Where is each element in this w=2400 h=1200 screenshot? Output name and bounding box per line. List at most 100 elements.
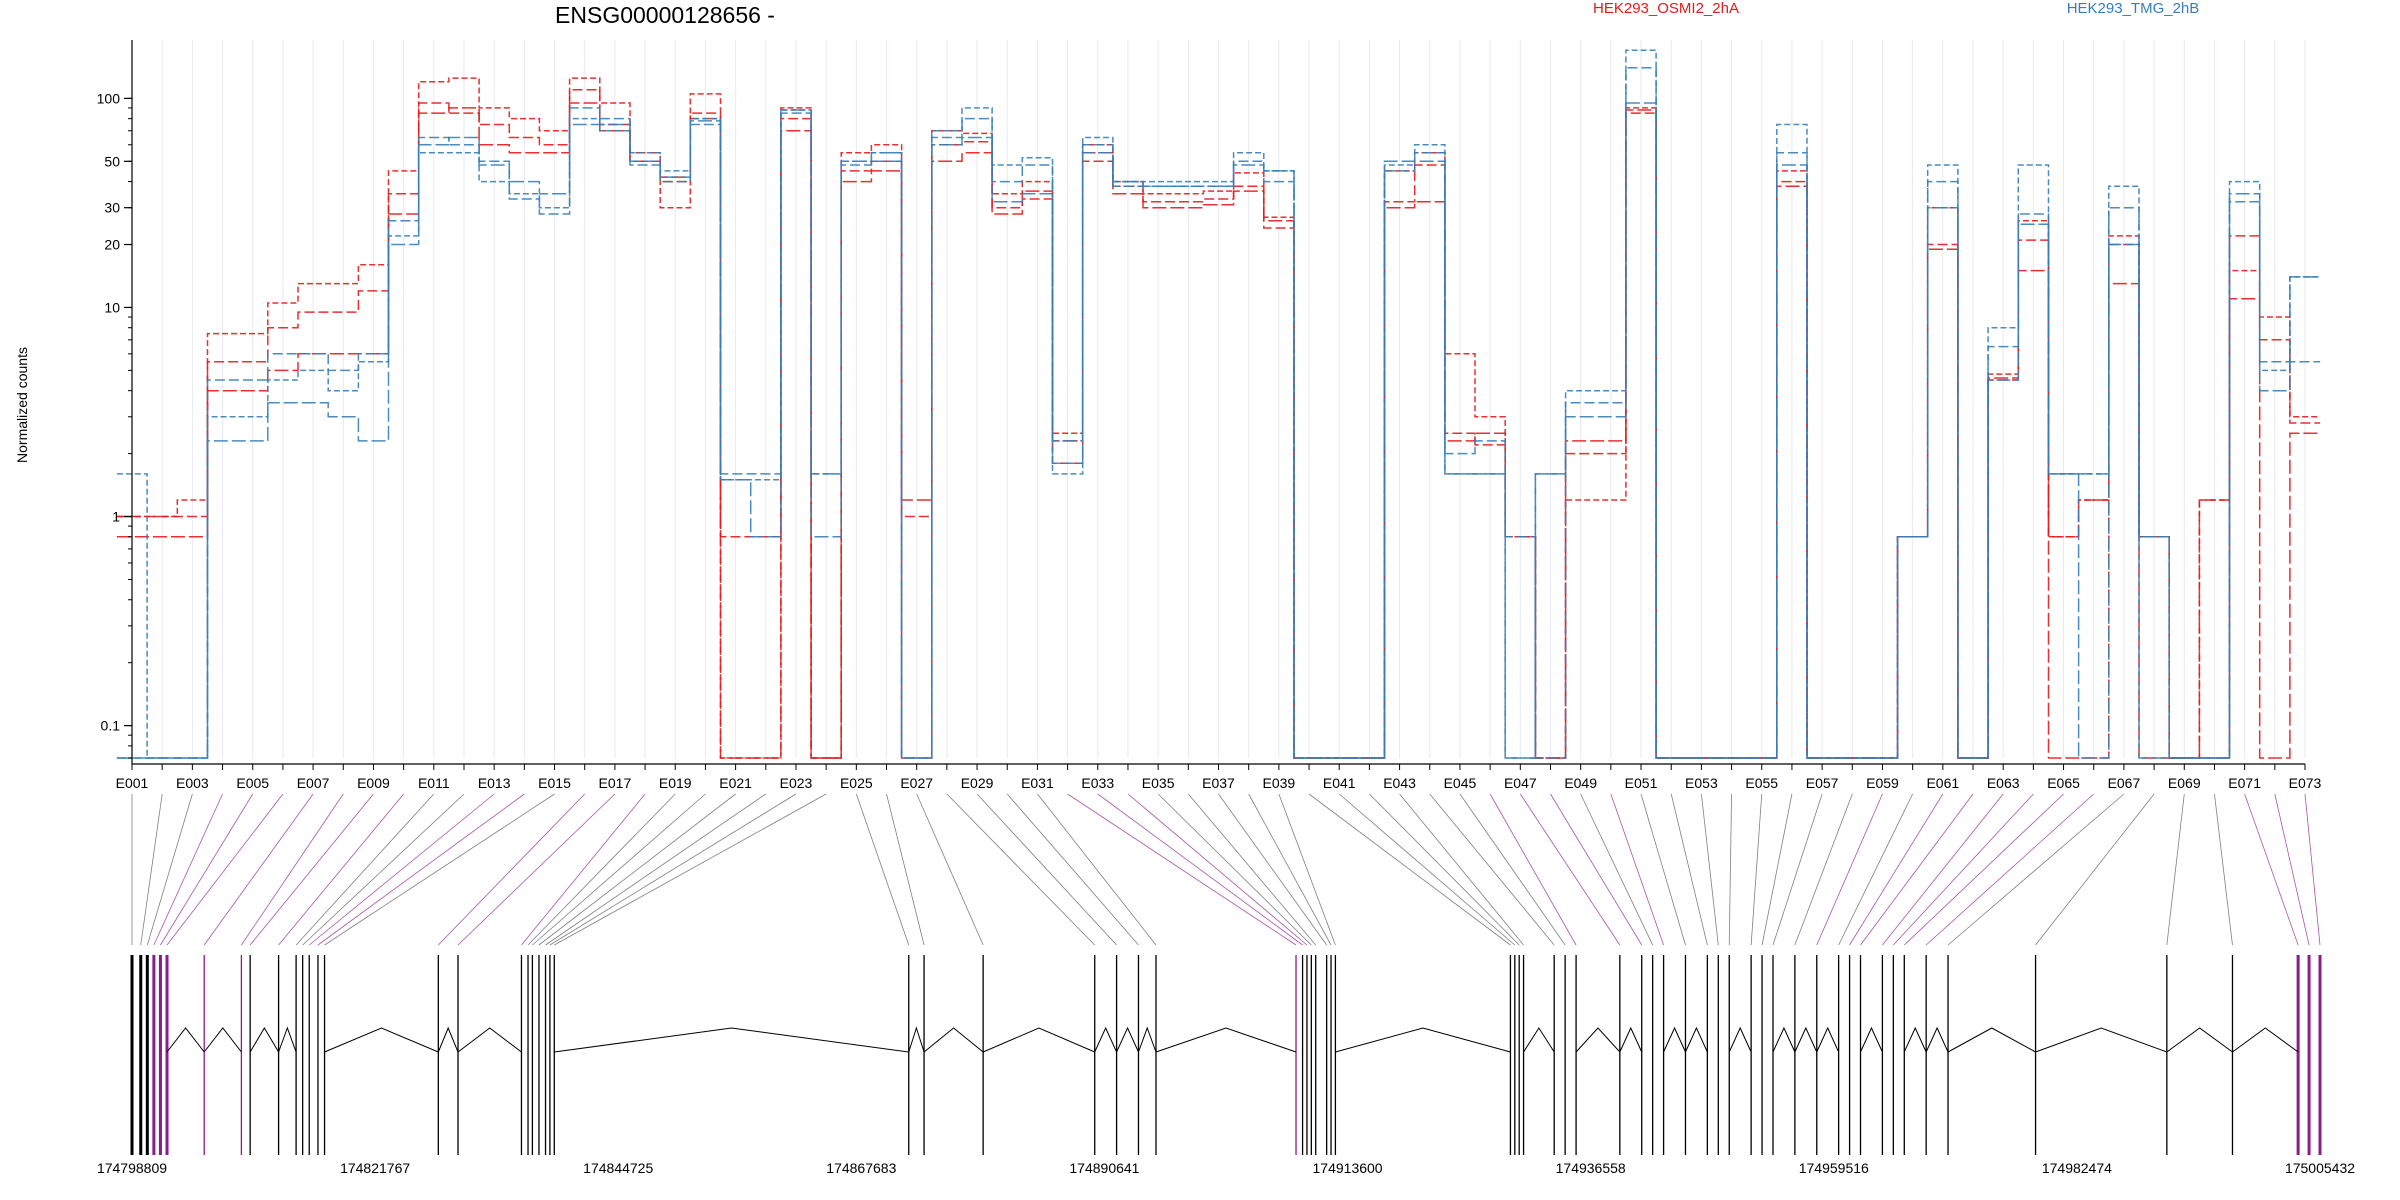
genomic-coordinate-label: 174867683 — [826, 1160, 896, 1176]
intron-link — [1685, 1026, 1708, 1053]
x-tick-label: E065 — [2047, 775, 2080, 791]
series-lines — [116, 49, 2321, 759]
x-tick-label: E041 — [1323, 775, 1356, 791]
intron-link — [1619, 1026, 1643, 1053]
x-tick-label: E039 — [1263, 775, 1296, 791]
exon-connector — [140, 793, 163, 946]
genomic-coordinate-label: 174844725 — [583, 1160, 653, 1176]
intron-link — [1575, 1027, 1621, 1053]
x-tick-label: E003 — [176, 775, 209, 791]
exon-connector — [1860, 793, 1974, 946]
intron-link — [1772, 1026, 1796, 1053]
exon-connector — [1925, 793, 2095, 946]
intron-link — [1335, 1027, 1511, 1053]
axes: 0.1 1 10 20 30 50 100 E001 E003 E005 E007 E009 E011 E… — [97, 40, 2322, 791]
exon-connector — [1157, 793, 1312, 946]
exon-connector — [2035, 793, 2155, 946]
genomic-coordinate-label: 174890641 — [1069, 1160, 1139, 1176]
intron-link — [1860, 1026, 1883, 1053]
y-tick-label: 10 — [104, 299, 120, 315]
x-tick-label: E001 — [116, 775, 149, 791]
exon-connector — [1838, 793, 1914, 946]
x-tick-label: E033 — [1081, 775, 1114, 791]
x-tick-label: E035 — [1142, 775, 1175, 791]
exon-connector — [1519, 793, 1621, 946]
exon-connector — [1794, 793, 1853, 946]
exon-connector — [886, 793, 925, 946]
exon-connector — [457, 793, 616, 946]
x-tick-label: E025 — [840, 775, 873, 791]
exon-connector — [302, 793, 465, 946]
exon-connector — [1761, 793, 1793, 946]
exon-connector — [1006, 793, 1139, 946]
genomic-coordinate-label: 175005432 — [2285, 1160, 2355, 1176]
legend-entry-tmg: HEK293_TMG_2hB — [2067, 0, 2200, 17]
exon-connector — [249, 793, 374, 946]
intron-link — [1947, 1027, 2036, 1053]
exon-connector — [855, 793, 910, 946]
exon-connector — [1399, 793, 1524, 946]
genomic-coordinate-label: 174798809 — [97, 1160, 167, 1176]
intron-link — [203, 1027, 242, 1053]
exon-connector — [1772, 793, 1823, 946]
x-tick-label: E031 — [1021, 775, 1054, 791]
x-tick-label: E045 — [1444, 775, 1477, 791]
intron-link — [166, 1027, 205, 1053]
intron-link — [1903, 1026, 1927, 1053]
exon-connector — [1369, 793, 1520, 946]
x-tick-label: E055 — [1745, 775, 1778, 791]
x-tick-label: E069 — [2168, 775, 2201, 791]
x-tick-label: E059 — [1866, 775, 1899, 791]
exon-connector — [203, 793, 314, 946]
intron-link — [1728, 1026, 1752, 1053]
intron-link — [1523, 1027, 1555, 1053]
exon-connector — [1489, 793, 1577, 946]
y-tick-label: 20 — [104, 237, 120, 253]
transcript-area — [132, 955, 2320, 1155]
x-tick-label: E057 — [1806, 775, 1839, 791]
exon-connector — [166, 793, 284, 946]
exon-connector — [1218, 793, 1327, 946]
exon-connector — [1580, 793, 1654, 946]
exon-connector — [324, 793, 555, 946]
exon-connector — [538, 793, 736, 946]
x-tick-label: E071 — [2228, 775, 2261, 791]
exon-connector — [1700, 793, 1719, 946]
exon-connector — [1610, 793, 1664, 946]
exon-connector — [545, 793, 767, 946]
x-tick-label: E029 — [961, 775, 994, 791]
exon-connector — [1640, 793, 1686, 946]
exon-connector — [1816, 793, 1883, 946]
exon-connector — [241, 793, 344, 946]
exon-connector — [1278, 793, 1336, 946]
x-tick-label: E005 — [236, 775, 269, 791]
x-tick-label: E027 — [900, 775, 933, 791]
legend-entry-osmi: HEK293_OSMI2_2hA — [1593, 0, 1739, 17]
exon-connector — [1127, 793, 1308, 946]
x-tick-label: E053 — [1685, 775, 1718, 791]
chart-title: ENSG00000128656 - — [555, 2, 775, 28]
exon-connector — [2244, 793, 2299, 946]
intron-link — [249, 1027, 280, 1053]
intron-link — [278, 1026, 297, 1053]
exon-connector — [146, 793, 193, 946]
exon-connector — [549, 793, 797, 946]
intron-link — [554, 1027, 909, 1053]
intron-link — [2035, 1027, 2168, 1053]
genomic-coordinate-label: 174913600 — [1313, 1160, 1383, 1176]
intron-link — [1155, 1027, 1297, 1053]
intron-link — [1663, 1026, 1686, 1053]
x-tick-label: E015 — [538, 775, 571, 791]
exon-connector — [946, 793, 1096, 946]
intron-link — [457, 1027, 522, 1053]
exon-connector — [2274, 793, 2310, 946]
x-tick-label: E061 — [1926, 775, 1959, 791]
exon-connector — [1893, 793, 2034, 946]
exon-connector — [1849, 793, 1944, 946]
genomic-coordinate-label: 174959516 — [1799, 1160, 1869, 1176]
exon-connector — [295, 793, 435, 946]
genomic-coordinate-axis: 174798809 174821767 174844725 174867683 1748… — [97, 1160, 2355, 1176]
exon-connector — [308, 793, 495, 946]
exon-connector — [160, 793, 254, 946]
